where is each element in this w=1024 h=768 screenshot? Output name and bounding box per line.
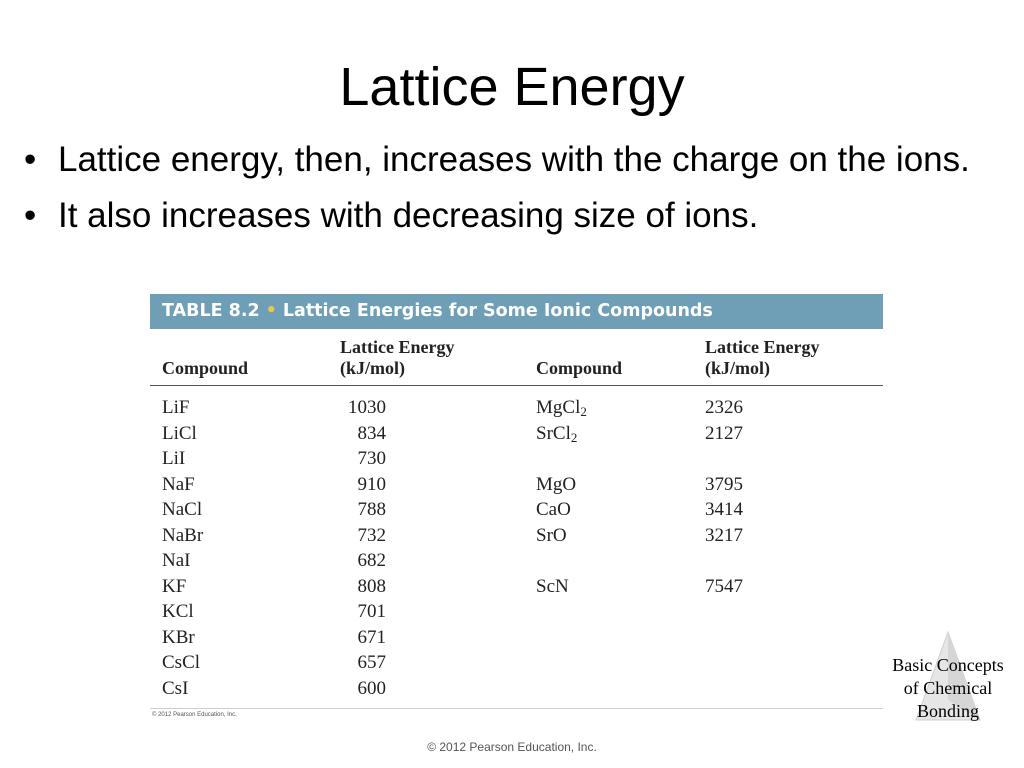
lattice-energy-cell: 657 (357, 652, 387, 673)
compound-cell: KF (162, 575, 187, 597)
chapter-title-line: of Chemical (903, 678, 993, 698)
column-header-line: (kJ/mol) (340, 358, 405, 378)
bullet-item: • It also increases with decreasing size… (20, 194, 980, 238)
lattice-energy-cell: 808 (357, 575, 387, 597)
lattice-energy-cell: 2127 (705, 422, 743, 444)
compound-cell: LiCl (162, 422, 197, 444)
table-row: KF 808 ScN 7547 (150, 574, 883, 600)
compound-cell: KCl (162, 601, 194, 622)
column-header-line: (kJ/mol) (705, 358, 770, 378)
table-caption-bar: TABLE 8.2 • Lattice Energies for Some Ioni… (150, 294, 883, 329)
column-header-line: Lattice Energy (340, 337, 455, 357)
compound-cell: CsI (162, 677, 189, 699)
table-caption: Lattice Energies for Some Ionic Compound… (282, 301, 713, 321)
lattice-energy-cell: 671 (357, 626, 387, 648)
table-row: KBr 671 (150, 625, 883, 651)
table-row: LiF 1030 MgCl2 2326 (150, 395, 883, 421)
compound-cell: SrO (536, 523, 567, 548)
table-row: LiCl 834 SrCl2 2127 (150, 421, 883, 447)
lattice-energy-cell: 834 (357, 422, 387, 444)
lattice-energy-cell: 3414 (705, 499, 743, 520)
footer-copyright: © 2012 Pearson Education, Inc. (427, 740, 597, 754)
lattice-energy-cell: 7547 (705, 575, 743, 597)
compound-formula: MgO (536, 473, 577, 495)
table-row: KCl 701 (150, 599, 883, 625)
lattice-energy-cell: 682 (357, 550, 387, 571)
bullet-text: Lattice energy, then, increases with the… (58, 140, 970, 179)
bullet-text: It also increases with decreasing size o… (58, 196, 759, 235)
compound-cell: CsCl (162, 652, 201, 673)
column-header-lattice-energy: Lattice Energy (kJ/mol) (340, 337, 454, 379)
chapter-badge: Basic Concepts of Chemical Bonding (878, 630, 1018, 730)
compound-cell: NaF (162, 473, 195, 495)
compound-formula: CaO (536, 499, 571, 520)
lattice-energy-cell: 1030 (348, 397, 386, 418)
chapter-title: Basic Concepts of Chemical Bonding (878, 654, 1018, 723)
compound-cell: CaO (536, 497, 571, 522)
compound-formula: SrO (536, 524, 567, 546)
compound-cell: LiI (162, 448, 186, 469)
table-row: NaI 682 (150, 548, 883, 574)
compound-cell: NaBr (162, 524, 204, 546)
lattice-energy-cell: 910 (357, 473, 387, 495)
lattice-energy-cell: 701 (357, 601, 387, 622)
lattice-energy-cell: 3795 (705, 473, 743, 495)
lattice-energy-cell: 3217 (705, 524, 743, 546)
table-column-headers: Compound Lattice Energy (kJ/mol) Compoun… (150, 329, 883, 386)
formula-subscript: 2 (570, 429, 578, 445)
lattice-energy-cell: 730 (357, 448, 387, 469)
compound-cell: ScN (536, 574, 569, 599)
compound-cell: KBr (162, 626, 195, 648)
compound-cell: LiF (162, 397, 190, 418)
compound-cell: NaI (162, 550, 191, 571)
column-header-compound: Compound (162, 358, 249, 378)
table-label: TABLE 8.2 (162, 301, 260, 321)
table-row: NaF 910 MgO 3795 (150, 472, 883, 498)
bullet-list: • Lattice energy, then, increases with t… (20, 138, 980, 250)
pyramid-icon (915, 630, 981, 721)
table-row: NaCl 788 CaO 3414 (150, 497, 883, 523)
compound-cell: MgCl2 (536, 395, 587, 420)
lattice-energy-cell: 788 (357, 499, 387, 520)
table-row: NaBr 732 SrO 3217 (150, 523, 883, 549)
table-row: CsI 600 (150, 676, 883, 702)
compound-cell: MgO (536, 472, 576, 497)
compound-formula: SrCl (536, 422, 571, 444)
compound-cell: SrCl2 (536, 421, 577, 446)
formula-subscript: 2 (580, 404, 587, 419)
table-bottom-rule (150, 708, 883, 709)
bullet-item: • Lattice energy, then, increases with t… (20, 138, 980, 182)
chapter-title-line: Basic Concepts (892, 655, 1004, 675)
column-header-compound: Compound (536, 358, 623, 378)
compound-formula: MgCl (536, 397, 581, 418)
lattice-energy-cell: 600 (357, 677, 387, 699)
column-header-lattice-energy: Lattice Energy (kJ/mol) (705, 337, 819, 379)
table-row: LiI 730 (150, 446, 883, 472)
bullet-icon: • (24, 140, 37, 179)
lattice-energy-table: TABLE 8.2 • Lattice Energies for Some Ioni… (150, 294, 883, 724)
compound-formula: ScN (536, 575, 569, 597)
bullet-icon: • (24, 196, 37, 235)
compound-cell: NaCl (162, 499, 203, 520)
table-separator: • (265, 301, 277, 321)
column-header-line: Lattice Energy (705, 337, 820, 357)
chapter-title-line: Bonding (916, 701, 979, 721)
lattice-energy-cell: 2326 (705, 397, 743, 418)
lattice-energy-cell: 732 (357, 524, 387, 546)
table-body: LiF 1030 MgCl2 2326 LiCl 834 SrCl2 2127 LiI 730 Na… (150, 395, 883, 701)
slide-title: Lattice Energy (339, 57, 685, 117)
table-row: CsCl 657 (150, 650, 883, 676)
table-copyright: © 2012 Pearson Education, Inc. (152, 712, 237, 718)
